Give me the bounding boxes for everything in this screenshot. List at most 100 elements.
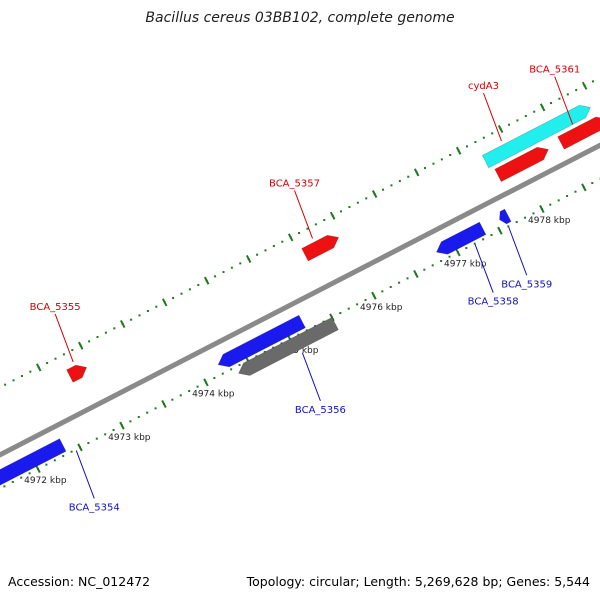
- minor-tick-dot: [592, 80, 595, 83]
- minor-tick-dot: [465, 247, 468, 250]
- major-tick: [35, 464, 41, 474]
- minor-tick-dot: [264, 249, 267, 252]
- minor-tick-dot: [323, 219, 326, 222]
- minor-tick-dot: [70, 450, 73, 453]
- minor-tick-dot: [172, 297, 175, 300]
- minor-tick-dot: [356, 201, 359, 204]
- major-tick: [287, 233, 294, 242]
- tick-label: 4973 kbp: [108, 433, 151, 443]
- minor-tick-dot: [347, 307, 350, 310]
- minor-tick-dot: [364, 299, 367, 302]
- minor-tick-dot: [390, 184, 393, 187]
- major-tick: [581, 183, 587, 192]
- minor-tick-dot: [389, 286, 392, 289]
- gene-label-leader: [474, 244, 494, 293]
- minor-tick-dot: [256, 253, 259, 256]
- gene-label-leader: [483, 92, 502, 142]
- minor-tick-dot: [45, 463, 48, 466]
- minor-tick-dot: [491, 132, 494, 135]
- minor-tick-dot: [490, 234, 493, 237]
- minor-tick-dot: [507, 225, 510, 228]
- map-title: Bacillus cereus 03BB102, complete genome: [145, 10, 455, 26]
- minor-tick-dot: [515, 221, 518, 224]
- gene-labels-layer: BCA_5354 BCA_5355 BCA_5356 BCA_5357 BCA_5358…: [30, 64, 581, 513]
- major-tick: [77, 443, 83, 452]
- minor-tick-dot: [473, 242, 476, 245]
- major-tick: [539, 205, 545, 214]
- minor-tick-dot: [550, 102, 553, 105]
- major-tick: [497, 226, 503, 235]
- genome-backbone: [0, 142, 600, 458]
- minor-tick-dot: [533, 110, 536, 113]
- minor-tick-dot: [591, 182, 594, 185]
- minor-tick-dot: [196, 385, 199, 388]
- major-tick: [581, 81, 588, 90]
- minor-tick-dot: [87, 442, 90, 445]
- gene-label: BCA_5354: [69, 502, 120, 513]
- minor-tick-dot: [239, 262, 242, 265]
- minor-tick-dot: [230, 368, 233, 371]
- minor-tick-dot: [558, 97, 561, 100]
- minor-tick-dot: [339, 312, 342, 315]
- minor-tick-dot: [88, 340, 91, 343]
- minor-tick-dot: [440, 158, 443, 161]
- major-tick: [203, 378, 209, 387]
- major-tick: [161, 298, 168, 307]
- minor-tick-dot: [113, 327, 116, 330]
- gene-label-leader: [508, 227, 528, 276]
- gene-label: BCA_5355: [30, 302, 81, 313]
- minor-tick-dot: [524, 115, 527, 118]
- minor-tick-dot: [146, 310, 149, 313]
- minor-tick-dot: [272, 346, 275, 349]
- minor-tick-dot: [188, 390, 191, 393]
- minor-tick-dot: [482, 136, 485, 139]
- minor-tick-dot: [382, 188, 385, 191]
- minor-tick-dot: [96, 336, 99, 339]
- minor-tick-dot: [95, 437, 98, 440]
- minor-tick-dot: [356, 303, 359, 306]
- minor-tick-dot: [104, 433, 107, 436]
- accession-text: Accession: NC_012472: [8, 574, 151, 589]
- genome-summary-text: Topology: circular; Length: 5,269,628 bp…: [246, 574, 590, 589]
- minor-tick-dot: [263, 351, 266, 354]
- minor-tick-dot: [398, 281, 401, 284]
- gene-arrow: [217, 314, 306, 368]
- minor-tick-dot: [222, 271, 225, 274]
- minor-tick-dot: [431, 264, 434, 267]
- minor-tick-dot: [432, 162, 435, 165]
- minor-tick-dot: [137, 416, 140, 419]
- minor-tick-dot: [574, 190, 577, 193]
- minor-tick-dot: [440, 260, 443, 263]
- minor-tick-dot: [3, 485, 6, 488]
- minor-tick-dot: [138, 314, 141, 317]
- gene-arrow: [0, 438, 67, 486]
- gene-label-leader: [301, 352, 321, 402]
- minor-tick-dot: [516, 119, 519, 122]
- tick-marks-layer: 4972 kbp 4973 kbp 4974 kbp 4975 kbp 4976 kbp…: [24, 81, 588, 486]
- major-tick: [455, 248, 461, 257]
- major-tick: [329, 313, 335, 322]
- minor-tick-dot: [46, 362, 49, 365]
- major-tick: [413, 168, 420, 177]
- minor-tick-dot: [171, 398, 174, 401]
- major-tick: [161, 399, 167, 409]
- minor-tick-dot: [20, 476, 23, 479]
- gene-arrow: [238, 316, 339, 376]
- minor-tick-dot: [180, 292, 183, 295]
- major-tick: [245, 255, 252, 264]
- minor-tick-dot: [11, 480, 14, 483]
- minor-tick-dot: [272, 245, 275, 248]
- minor-tick-dot: [348, 206, 351, 209]
- gene-arrow: [66, 364, 88, 383]
- gene-arrow: [499, 208, 512, 225]
- gene-arrow: [494, 146, 549, 183]
- minor-tick-dot: [62, 455, 65, 458]
- gene-label-leader: [54, 313, 74, 363]
- minor-tick-dot: [322, 320, 325, 323]
- major-tick: [77, 341, 84, 350]
- minor-tick-dot: [474, 141, 477, 144]
- minor-tick-dot: [12, 379, 15, 382]
- tick-label: 4972 kbp: [24, 476, 67, 486]
- minor-tick-dot: [188, 288, 191, 291]
